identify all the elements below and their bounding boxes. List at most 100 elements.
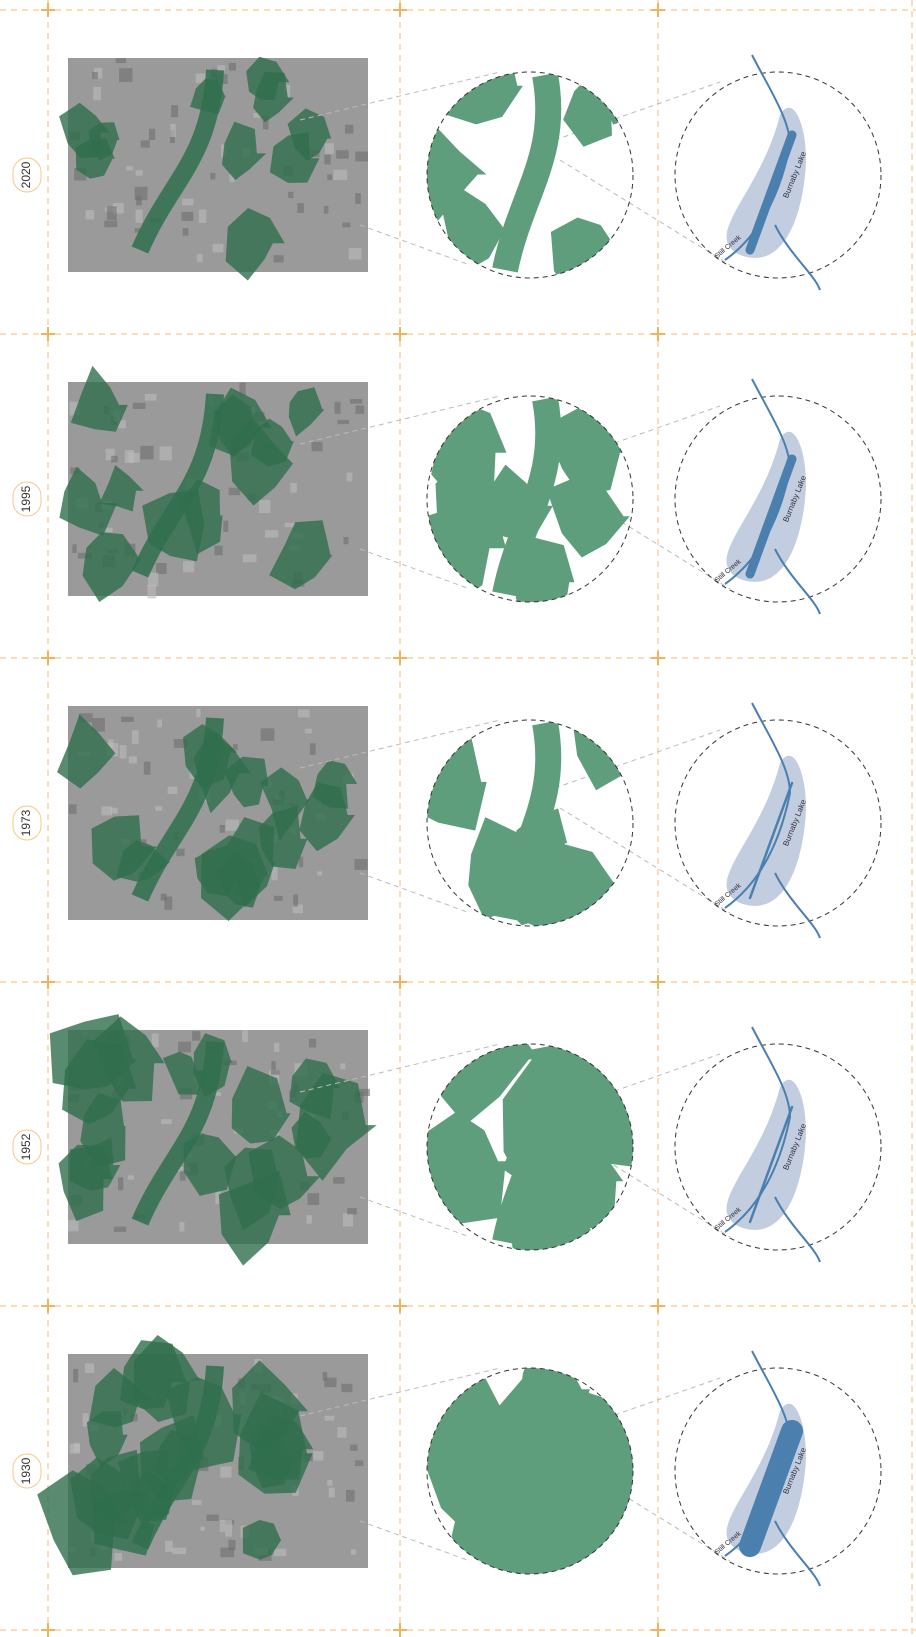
- map-texture: [355, 1460, 363, 1466]
- map-texture: [351, 1549, 356, 1554]
- map-texture: [69, 804, 77, 814]
- forest-corridor: [505, 75, 548, 270]
- cross: [393, 975, 407, 989]
- map-texture: [327, 175, 332, 181]
- map-texture: [333, 1177, 344, 1184]
- map-texture: [152, 1034, 159, 1048]
- map-texture: [274, 1043, 279, 1052]
- map-texture: [197, 254, 203, 262]
- map-texture: [170, 124, 176, 137]
- map-texture: [349, 248, 362, 259]
- map-texture: [274, 1549, 286, 1556]
- map-texture: [225, 1532, 232, 1537]
- forest-area: [551, 218, 619, 300]
- map-texture: [329, 1488, 335, 1498]
- map-texture: [242, 1030, 248, 1042]
- map-texture: [347, 473, 353, 482]
- map-texture: [192, 1500, 202, 1505]
- map-texture: [145, 394, 157, 401]
- map-texture: [220, 1520, 232, 1532]
- map-texture: [147, 585, 156, 599]
- map-texture: [160, 447, 172, 461]
- map-texture: [182, 212, 194, 221]
- map-texture: [290, 483, 296, 492]
- map-texture: [355, 406, 364, 414]
- map-texture: [213, 244, 224, 253]
- map-texture: [337, 1427, 346, 1438]
- map-texture: [338, 420, 350, 424]
- map-texture: [183, 228, 189, 235]
- cross: [41, 975, 55, 989]
- cross: [393, 1299, 407, 1313]
- map-texture: [155, 806, 162, 811]
- map-texture: [345, 125, 353, 134]
- map-texture: [336, 150, 349, 158]
- map-texture: [229, 488, 241, 496]
- map-texture: [176, 849, 184, 856]
- map-texture: [228, 1540, 235, 1550]
- map-texture: [135, 170, 142, 176]
- map-texture: [164, 897, 172, 910]
- map-texture: [274, 255, 284, 262]
- green-detail: [411, 1333, 648, 1613]
- map-texture: [135, 187, 148, 200]
- map-texture: [199, 209, 206, 222]
- map-texture: [344, 537, 349, 544]
- map-texture: [182, 199, 193, 206]
- map-texture: [68, 1220, 79, 1232]
- map-texture: [125, 450, 134, 463]
- cross: [393, 327, 407, 341]
- cross: [651, 975, 665, 989]
- map-texture: [355, 152, 368, 162]
- cross: [41, 651, 55, 665]
- map-texture: [324, 1416, 334, 1421]
- map-texture: [341, 1384, 352, 1392]
- row: 2020Burnaby LakeStill Creek: [13, 32, 881, 300]
- map-texture: [136, 210, 143, 223]
- map-texture: [327, 1480, 332, 1486]
- map-texture: [144, 762, 151, 775]
- cross: [41, 1299, 55, 1313]
- map-texture: [261, 728, 275, 741]
- map-texture: [133, 403, 146, 409]
- map-texture: [172, 1548, 186, 1554]
- map-texture: [171, 105, 178, 117]
- map-texture: [178, 1042, 191, 1053]
- row: 1952Burnaby LakeStill Creek: [13, 972, 881, 1275]
- map-texture: [183, 561, 194, 572]
- map-texture: [104, 221, 117, 228]
- year-label: 1973: [19, 809, 33, 836]
- map-texture: [306, 1215, 311, 1224]
- cross: [651, 1623, 665, 1637]
- map-texture: [271, 1061, 275, 1070]
- map-texture: [285, 523, 295, 527]
- map-texture: [210, 173, 215, 179]
- map-texture: [207, 1515, 219, 1522]
- map-texture: [107, 206, 117, 220]
- map-texture: [342, 223, 350, 228]
- cross: [651, 651, 665, 665]
- forest-area: [423, 1112, 506, 1225]
- map-texture: [70, 1444, 80, 1454]
- map-texture: [129, 756, 137, 763]
- map-texture: [120, 745, 127, 758]
- map-texture: [325, 143, 334, 154]
- green-detail: [404, 697, 647, 970]
- green-detail: [423, 972, 668, 1275]
- map-texture: [223, 521, 228, 532]
- forest-area: [572, 697, 646, 790]
- map-texture: [132, 730, 139, 744]
- map-texture: [297, 203, 304, 213]
- map-texture: [116, 58, 126, 63]
- map-texture: [126, 166, 133, 170]
- map-texture: [220, 825, 225, 833]
- map-texture: [168, 787, 178, 794]
- map-texture: [355, 193, 361, 204]
- cross: [651, 327, 665, 341]
- map-texture: [111, 456, 118, 462]
- map-texture: [333, 170, 347, 180]
- map-texture: [307, 1193, 319, 1205]
- year-label: 1952: [19, 1133, 33, 1160]
- year-label: 1930: [19, 1457, 33, 1484]
